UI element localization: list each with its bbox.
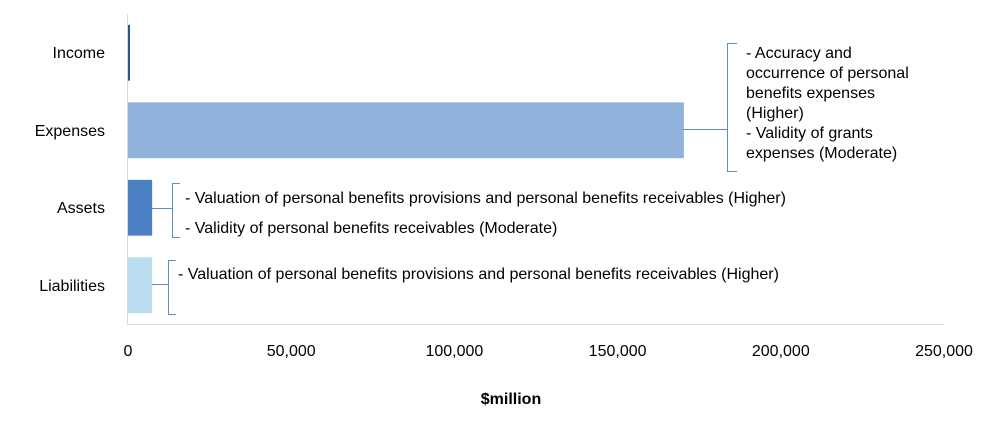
bars-group [128,24,684,314]
annotation-line: - Validity of personal benefits receivab… [185,220,558,237]
annotation-line: benefits expenses [746,85,875,102]
x-tick-label: 50,000 [267,343,316,360]
annotation-line: - Valuation of personal benefits provisi… [185,190,786,207]
x-tick-label: 200,000 [752,343,810,360]
annotation-line: - Valuation of personal benefits provisi… [178,266,779,283]
x-tick-label: 150,000 [589,343,647,360]
annotation-liabilities: - Valuation of personal benefits provisi… [178,265,779,285]
x-tick-label: 250,000 [915,343,973,360]
annotation-line: expenses (Moderate) [746,145,898,162]
annotation-line: - Accuracy and [746,45,852,62]
bracket-expenses [683,43,737,172]
category-labels: Income Expenses Assets Liabilities [35,45,105,295]
annotation-line: occurrence of personal [746,65,909,82]
annotation-expenses: - Accuracy and occurrence of personal be… [746,44,909,164]
bracket-assets [152,183,180,238]
x-tick-label: 0 [124,343,133,360]
category-label-liabilities: Liabilities [39,278,105,295]
annotation-line: (Higher) [746,105,804,122]
bracket-liabilities [152,260,176,315]
bar-liabilities [128,257,153,314]
annotation-assets: - Valuation of personal benefits provisi… [185,184,786,244]
bar-assets [128,179,153,236]
annotation-brackets [152,43,737,315]
category-label-assets: Assets [57,200,105,217]
bar-income [128,24,130,81]
annotation-line: - Validity of grants [746,125,873,142]
x-tick-label: 100,000 [425,343,483,360]
x-axis-title: $million [481,391,541,408]
category-label-income: Income [53,45,106,62]
category-label-expenses: Expenses [35,123,105,140]
bar-expenses [128,102,684,159]
x-tick-labels: 0 50,000 100,000 150,000 200,000 250,000 [124,343,973,360]
